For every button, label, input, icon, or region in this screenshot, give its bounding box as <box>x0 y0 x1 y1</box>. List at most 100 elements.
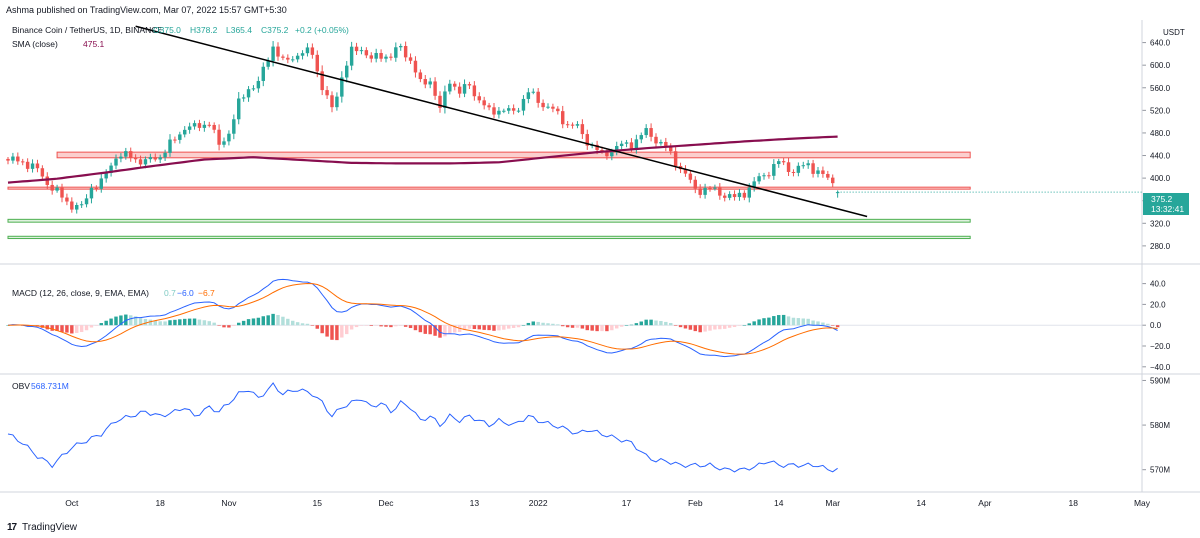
candle-body <box>281 56 285 58</box>
ohlc-change: +0.2 (+0.05%) <box>295 25 349 35</box>
macd-histogram-bar <box>359 325 364 326</box>
candle-body <box>94 187 99 189</box>
macd-histogram-bar <box>222 325 226 328</box>
macd-histogram-bar <box>526 322 531 326</box>
macd-histogram-bar <box>65 325 69 333</box>
candle-body <box>340 77 344 97</box>
candle-body <box>291 59 295 61</box>
candle-body <box>727 194 732 198</box>
candle-body <box>659 141 663 144</box>
macd-histogram-bar <box>369 325 373 326</box>
candle-body <box>212 124 216 130</box>
candle-body <box>688 173 693 180</box>
zone-support-2 <box>7 218 971 223</box>
macd-histogram-bar <box>718 325 722 330</box>
candle-body <box>11 156 15 161</box>
candle-body <box>305 47 310 54</box>
macd-histogram-bar <box>50 325 54 331</box>
candle-body <box>222 141 226 145</box>
macd-histogram-bar <box>75 325 79 333</box>
sma-value: 475.1 <box>83 39 105 49</box>
zone-support-3 <box>7 235 971 240</box>
macd-histogram-bar <box>187 318 192 326</box>
price-unit: USDT <box>1163 28 1185 37</box>
candle-body <box>183 129 187 135</box>
macd-histogram-bar <box>477 325 481 330</box>
candle-body <box>403 45 408 58</box>
macd-histogram-bar <box>408 325 413 329</box>
candle-body <box>644 128 648 136</box>
macd-histogram-bar <box>428 325 432 335</box>
macd-histogram-bar <box>664 321 668 326</box>
candle-body <box>605 151 609 157</box>
candle-body <box>718 187 722 196</box>
candle-body <box>502 110 506 112</box>
macd-histogram-bar <box>133 316 138 326</box>
candle-body <box>521 98 526 111</box>
candle-body <box>526 92 531 99</box>
candle-body <box>394 47 398 58</box>
candle-body <box>45 176 49 185</box>
macd-histogram-bar <box>575 325 580 328</box>
candle-body <box>561 111 565 125</box>
macd-pane[interactable]: 40.0 20.0 0.0 −20.0 −40.0 <box>6 278 1171 372</box>
time-axis-tick-label: Mar <box>825 498 840 508</box>
time-axis-tick-label: Apr <box>978 498 991 508</box>
candle-body <box>693 179 697 189</box>
candle-body <box>443 91 447 108</box>
candle-body <box>70 201 74 210</box>
macd-histogram-bar <box>389 325 393 328</box>
macd-histogram-bar <box>232 325 236 327</box>
price-axis-tick-label: 560.0 <box>1150 84 1171 93</box>
candle-body <box>148 157 153 160</box>
macd-histogram-bar <box>158 321 162 326</box>
current-price: 375.2 <box>1151 194 1173 204</box>
trading-chart[interactable]: 640.0600.0560.0520.0480.0440.0400.0360.0… <box>0 20 1200 518</box>
candle-body <box>649 128 653 137</box>
candle-body <box>251 88 256 90</box>
candle-body <box>462 84 467 94</box>
macd-histogram-bar <box>237 322 241 326</box>
obv-pane[interactable]: 590M 580M 570M <box>7 376 1170 475</box>
candle-body <box>173 139 177 141</box>
candle-body <box>65 197 69 202</box>
candle-body <box>556 108 560 112</box>
time-axis[interactable]: Oct 18 Nov 15 Dec 13 2022 17 Feb 14 Mar 14 Apr 18 May <box>0 20 1200 508</box>
macd-histogram-bar <box>462 325 467 331</box>
macd-histogram-bar <box>659 320 663 326</box>
candle-body <box>153 157 157 160</box>
macd-histogram-bar <box>320 325 324 334</box>
macd-histogram-bar <box>762 318 766 326</box>
candle-body <box>713 187 717 189</box>
time-axis-tick-label: 18 <box>155 498 165 508</box>
price-pane[interactable]: 640.0600.0560.0520.0480.0440.0400.0360.0… <box>6 25 1171 251</box>
candle-body <box>457 86 462 94</box>
macd-histogram-bar <box>207 321 211 326</box>
sma-line <box>7 135 838 184</box>
candle-body <box>546 106 550 108</box>
candle-body <box>232 119 236 134</box>
macd-histogram-bar <box>516 325 521 328</box>
candle-body <box>786 162 791 172</box>
candle-body <box>75 204 79 210</box>
macd-histogram-bar <box>300 323 305 326</box>
candle-body <box>138 159 143 165</box>
candle-body <box>217 129 221 145</box>
candle-body <box>354 46 359 52</box>
candle-body <box>757 176 761 182</box>
time-axis-tick-label: Nov <box>221 498 237 508</box>
candle-body <box>119 156 123 159</box>
candle-body <box>325 90 329 96</box>
candle-body <box>664 141 668 148</box>
macd-histogram-bar <box>276 315 280 326</box>
macd-histogram-bar <box>109 318 113 326</box>
macd-histogram-bar <box>70 325 74 334</box>
candle-body <box>497 110 501 115</box>
ohlc-open: O375.0 <box>153 25 181 35</box>
candle-body <box>580 124 585 135</box>
time-axis-tick-label: 15 <box>313 498 323 508</box>
candle-body <box>399 45 403 48</box>
macd-histogram-bar <box>472 325 477 330</box>
sma-label: SMA (close) <box>12 39 58 49</box>
macd-histogram-bar <box>217 325 221 326</box>
